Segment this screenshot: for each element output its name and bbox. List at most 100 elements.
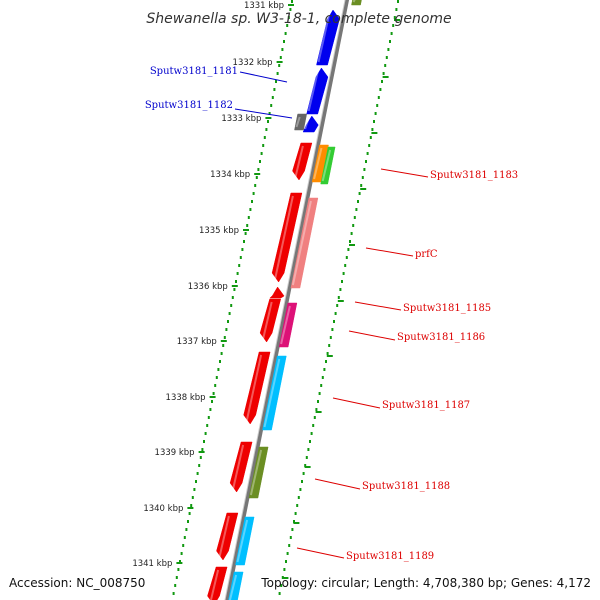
outer-ring-dot (307, 448, 310, 451)
gene-arrow (259, 298, 282, 343)
inner-ring-dot (235, 280, 237, 283)
inner-ring-dot (199, 456, 202, 459)
outer-ring-dot (382, 72, 385, 75)
inner-ring-dot (275, 80, 277, 83)
inner-ring-dot (241, 248, 244, 251)
outer-ring-dot (353, 216, 356, 219)
inner-ring-dot (263, 136, 266, 139)
inner-ring-dot (247, 216, 250, 219)
inner-ring-dot (252, 192, 255, 195)
inner-ring-dot (217, 368, 220, 371)
gene-arrow (294, 113, 308, 131)
inner-ring-dot (222, 344, 225, 347)
inner-ring-dot (206, 424, 209, 427)
outer-ring-dot (384, 64, 387, 67)
outer-ring-dot (361, 176, 364, 179)
gene-highlight (228, 574, 238, 600)
gene-arrow (228, 571, 244, 600)
gene-highlight (313, 147, 323, 180)
gene-arrow (316, 9, 340, 66)
gene-highlight (232, 444, 245, 490)
outer-ring-dot (366, 152, 369, 155)
inner-ring-dot (271, 96, 274, 99)
outer-ring-dot (365, 160, 367, 163)
inner-ring-dot (262, 144, 265, 147)
inner-ring-dot (179, 560, 181, 563)
gene-highlight (304, 118, 310, 130)
gene-highlight (307, 70, 319, 112)
inner-ring-dot (228, 312, 231, 315)
outer-ring-dot (293, 520, 295, 523)
gene-arrow (292, 142, 313, 181)
tick-label: 1332 kbp (233, 58, 273, 68)
tick-label: 1341 kbp (132, 559, 172, 569)
gene-highlight (294, 145, 304, 178)
gene-highlight (209, 569, 220, 600)
outer-ring-dot (390, 32, 393, 35)
outer-ring-dot (294, 512, 297, 515)
outer-ring-dot (321, 376, 324, 379)
gene-highlight (270, 289, 276, 296)
tick-label: 1336 kbp (188, 282, 228, 292)
backbone-line (224, 0, 350, 600)
scale-ticks: 1331 kbp 1332 kbp 1333 kbp 1334 kbp 1335 kbp… (132, 1, 400, 579)
tick-label: 1335 kbp (199, 226, 239, 236)
inner-ring-dot (279, 56, 282, 59)
inner-ring-dot (211, 400, 213, 403)
gene-arrow (278, 302, 298, 348)
inner-ring-dot (177, 568, 180, 571)
inner-ring-dot (230, 304, 233, 307)
outer-ring-dot (286, 552, 289, 555)
outer-ring-dot (320, 384, 323, 387)
tick-label: 1339 kbp (155, 448, 195, 458)
outer-ring-dot (393, 16, 396, 19)
outer-ring-dot (358, 192, 361, 195)
outer-ring-dot (385, 56, 388, 59)
outer-ring-dot (371, 128, 374, 131)
outer-ring-dot (285, 560, 287, 563)
gene-highlight (321, 149, 332, 182)
outer-ring-dot (345, 256, 348, 259)
inner-ring-dot (284, 32, 287, 35)
label-leader-line (365, 247, 414, 257)
outer-ring-dot (304, 464, 307, 467)
inner-ring-dot (260, 152, 263, 155)
label-leader-line (239, 71, 288, 83)
gene-highlight (218, 515, 230, 558)
outer-ring-dot (387, 48, 390, 51)
inner-ring-dot (193, 488, 196, 491)
outer-ring-dot (301, 480, 303, 483)
inner-ring-dot (239, 256, 242, 259)
inner-ring-dot (207, 416, 210, 419)
gene-arrow (351, 0, 362, 6)
inner-ring-dot (246, 224, 249, 227)
outer-ring-dot (326, 352, 329, 355)
gene-arrow (320, 146, 336, 185)
outer-ring-dot (296, 504, 299, 507)
outer-ring-dot (379, 88, 382, 91)
gene-label: Sputw3181_1189 (346, 551, 434, 562)
inner-ring-dot (278, 64, 281, 67)
outer-ring-dot (352, 224, 355, 227)
gene-label: Sputw3181_1181 (150, 66, 238, 77)
inner-ring-dot (215, 376, 218, 379)
gene-highlight (245, 354, 263, 422)
outer-ring-dot (334, 312, 337, 315)
outer-ring-dot (373, 120, 375, 123)
label-leader-line (234, 108, 293, 119)
map-title: Shewanella sp. W3-18-1, complete genome (146, 11, 451, 27)
outer-ring-dot (310, 432, 313, 435)
inner-ring-dot (214, 384, 217, 387)
inner-ring-dot (203, 440, 205, 443)
gene-highlight (317, 12, 331, 63)
inner-ring-dot (188, 512, 191, 515)
gene-arrow (248, 446, 269, 499)
gene-arrow (302, 115, 319, 133)
outer-ring-dot (283, 568, 286, 571)
gene-label: prfC (415, 249, 438, 260)
backbone-highlight (224, 0, 346, 600)
inner-ring-dot (257, 168, 260, 171)
gene-label: Sputw3181_1185 (403, 303, 491, 314)
tick-label: 1338 kbp (166, 393, 206, 403)
outer-ring-dot (297, 496, 300, 499)
